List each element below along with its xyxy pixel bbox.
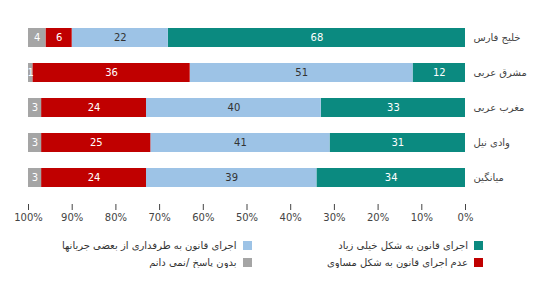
svg-text:70%: 70%	[148, 212, 170, 223]
svg-text:3: 3	[32, 137, 38, 148]
svg-text:100%: 100%	[14, 212, 43, 223]
svg-text:30%: 30%	[323, 212, 345, 223]
svg-text:24: 24	[88, 102, 101, 113]
svg-text:22: 22	[114, 32, 127, 43]
svg-text:3: 3	[32, 172, 38, 183]
svg-text:60%: 60%	[192, 212, 214, 223]
svg-text:24: 24	[88, 172, 101, 183]
svg-text:20%: 20%	[367, 212, 389, 223]
svg-text:12: 12	[433, 67, 446, 78]
svg-text:0%: 0%	[458, 212, 474, 223]
svg-text:40: 40	[228, 102, 241, 113]
svg-text:34: 34	[385, 172, 398, 183]
svg-text:68: 68	[311, 32, 324, 43]
svg-text:90%: 90%	[61, 212, 83, 223]
html-text:بدون پاسخ /نمی دانم: بدون پاسخ /نمی دانم	[149, 257, 237, 268]
html-text:اجرای قانون به شکل خیلی زیاد: اجرای قانون به شکل خیلی زیاد	[338, 240, 468, 251]
svg-text:40%: 40%	[280, 212, 302, 223]
svg-text:51: 51	[295, 67, 308, 78]
svg-text:میانگین: میانگین	[474, 172, 504, 183]
svg-text:4: 4	[34, 32, 40, 43]
svg-text:31: 31	[391, 137, 404, 148]
svg-text:80%: 80%	[105, 212, 127, 223]
svg-text:وادی نیل: وادی نیل	[474, 137, 511, 149]
svg-text:33: 33	[387, 102, 400, 113]
svg-text:1: 1	[27, 67, 33, 78]
html-text:اجرای قانون به طرفداری از بعضی: اجرای قانون به طرفداری از بعضی جریانها	[61, 240, 237, 251]
svg-text:مشرق عربی: مشرق عربی	[474, 67, 527, 78]
svg-text:خلیج فارس: خلیج فارس	[474, 32, 521, 44]
svg-text:6: 6	[56, 32, 62, 43]
svg-text:50%: 50%	[236, 212, 258, 223]
svg-text:10%: 10%	[411, 212, 433, 223]
svg-text:3: 3	[32, 102, 38, 113]
svg-text:36: 36	[105, 67, 118, 78]
svg-text:39: 39	[225, 172, 238, 183]
svg-text:41: 41	[234, 137, 247, 148]
html-text:عدم اجرای قانون به شکل مساوی: عدم اجرای قانون به شکل مساوی	[326, 257, 468, 268]
svg-text:25: 25	[90, 137, 103, 148]
svg-text:مغرب عربی: مغرب عربی	[474, 102, 525, 113]
